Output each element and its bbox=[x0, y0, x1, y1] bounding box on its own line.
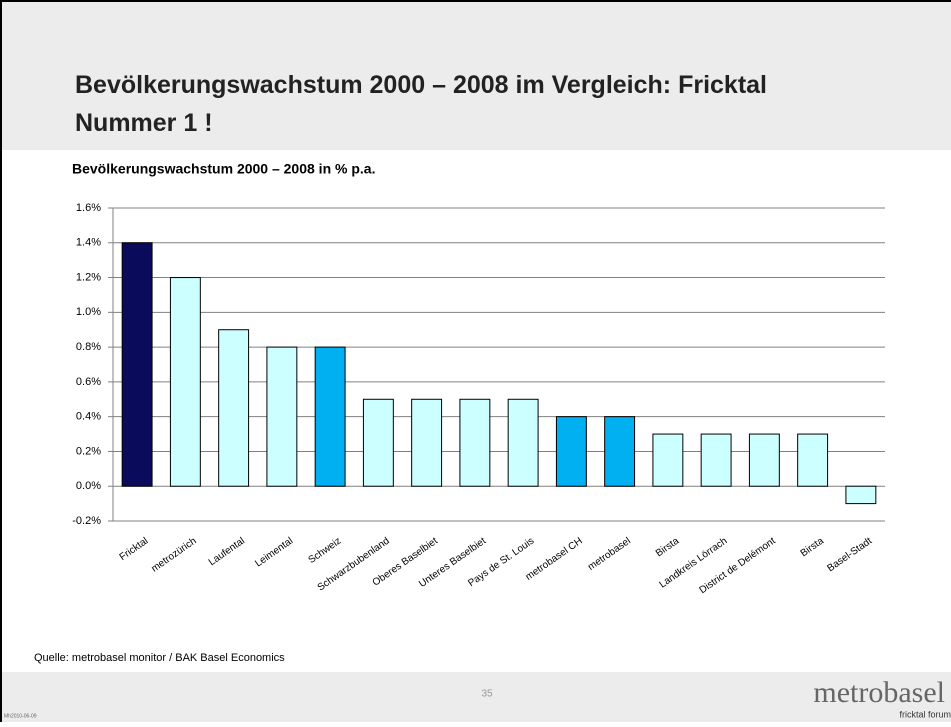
bar bbox=[700, 433, 732, 487]
y-tick-label: 0.2% bbox=[76, 445, 101, 457]
bar bbox=[362, 398, 394, 487]
bar bbox=[459, 398, 491, 487]
tagline: fricktal forum bbox=[899, 709, 951, 719]
y-tick-label: 1.2% bbox=[76, 271, 101, 283]
bar bbox=[797, 433, 829, 487]
bar bbox=[748, 433, 780, 487]
y-tick-label: 0.8% bbox=[76, 341, 101, 353]
bar bbox=[314, 346, 346, 487]
y-tick-label: 0.0% bbox=[76, 480, 101, 492]
chart-title: Bevölkerungswachstum 2000 – 2008 in % p.… bbox=[72, 161, 375, 177]
y-tick-label: 1.4% bbox=[76, 237, 101, 249]
bar bbox=[121, 242, 153, 487]
bar bbox=[411, 398, 443, 487]
bar bbox=[652, 433, 684, 487]
bar bbox=[604, 416, 636, 487]
bar bbox=[218, 329, 250, 487]
y-tick-label: 1.6% bbox=[76, 202, 101, 214]
date: Mh2010-06-09 bbox=[4, 713, 37, 719]
y-tick-label: 1.0% bbox=[76, 306, 101, 318]
bar bbox=[169, 277, 201, 487]
bar bbox=[266, 346, 298, 487]
page-number: 35 bbox=[481, 689, 493, 700]
source: Quelle: metrobasel monitor / BAK Basel E… bbox=[34, 652, 285, 664]
bar bbox=[845, 485, 877, 505]
y-tick-label: 0.4% bbox=[76, 411, 101, 423]
y-tick-label: 0.6% bbox=[76, 376, 101, 388]
bar bbox=[507, 398, 539, 487]
y-tick-label: -0.2% bbox=[72, 515, 101, 527]
bar bbox=[555, 416, 587, 487]
logo: metrobasel bbox=[813, 676, 945, 709]
slide-title: Bevölkerungswachstum 2000 – 2008 im Verg… bbox=[75, 71, 767, 137]
